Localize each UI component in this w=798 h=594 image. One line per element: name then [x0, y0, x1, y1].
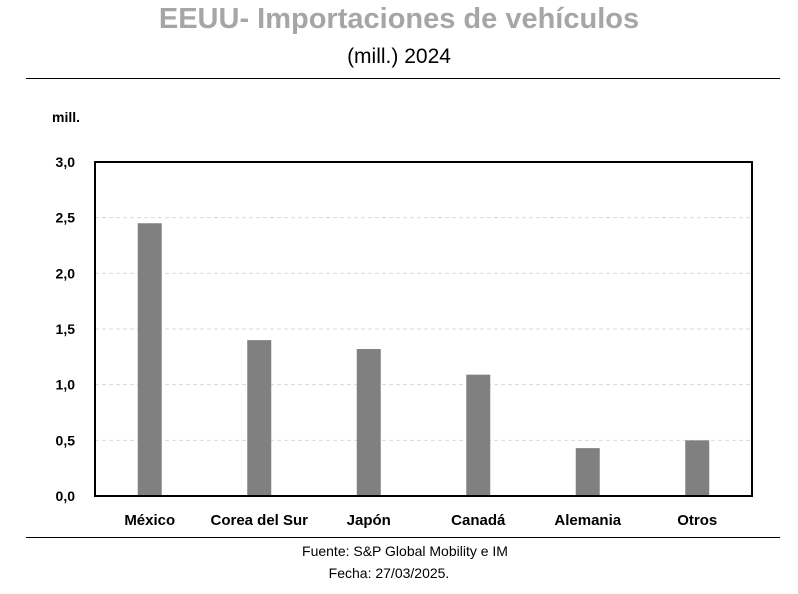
y-tick-label: 2,0: [56, 265, 76, 281]
y-tick-label: 0,0: [56, 488, 76, 504]
bar-3: [466, 374, 491, 496]
bar-5: [685, 440, 710, 496]
x-tick-label: Alemania: [554, 512, 621, 529]
bar-2: [356, 349, 381, 496]
source-note: Fuente: S&P Global Mobility e IM: [302, 543, 508, 559]
date-note: Fecha: 27/03/2025.: [328, 565, 450, 581]
y-tick-label: 3,0: [56, 154, 76, 170]
x-tick-label: Corea del Sur: [210, 512, 308, 529]
bar-1: [247, 340, 272, 496]
top-divider: [26, 78, 780, 79]
plot-frame: [94, 161, 753, 497]
gridlines: [95, 217, 752, 441]
y-tick-label: 2,5: [56, 210, 76, 226]
y-tick-label: 0,5: [56, 432, 76, 448]
chart-subtitle: (mill.) 2024: [347, 45, 451, 68]
x-axis-ticks: México Corea del Sur Japón Canadá Alemania Ot…: [124, 512, 717, 529]
bar-0: [137, 223, 162, 496]
x-tick-label: México: [124, 512, 175, 529]
y-tick-label: 1,5: [56, 321, 76, 337]
bars: [137, 223, 710, 496]
x-tick-label: Japón: [347, 512, 391, 529]
x-tick-label: Canadá: [451, 512, 506, 529]
chart-title: EEUU- Importaciones de vehículos: [158, 3, 640, 35]
y-axis-unit-label: mill.: [52, 109, 81, 125]
y-axis-ticks: 0,0 0,5 1,0 1,5 2,0 2,5 3,0: [56, 154, 76, 504]
x-tick-label: Otros: [677, 512, 717, 529]
bottom-divider: [26, 537, 780, 538]
y-tick-label: 1,0: [56, 377, 76, 393]
bar-4: [575, 448, 600, 496]
